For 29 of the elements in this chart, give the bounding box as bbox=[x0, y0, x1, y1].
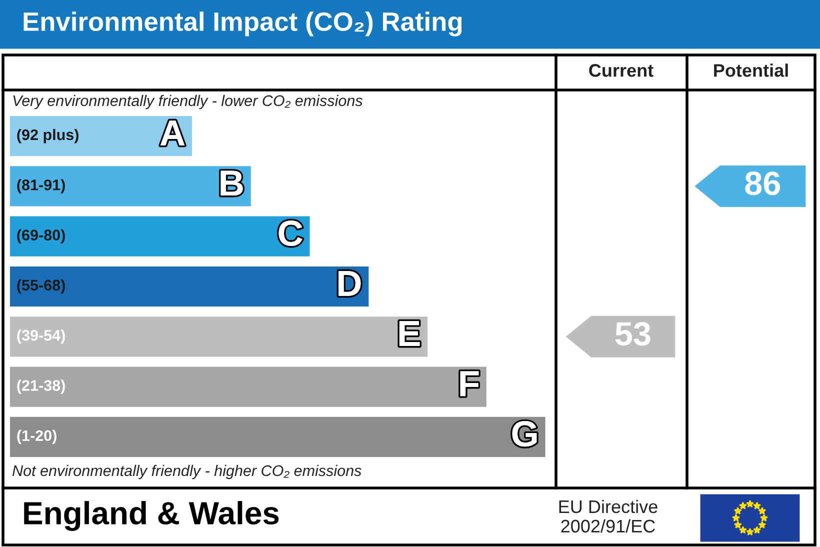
text: EU Directive 2002/91/EC bbox=[559, 500, 658, 533]
y-tick-label: (69-80) bbox=[17, 229, 65, 244]
text: Not environmentally friendly - higher CO₂ emissions bbox=[12, 464, 362, 480]
annotation: G bbox=[512, 421, 537, 447]
bar bbox=[10, 416, 546, 457]
bar bbox=[10, 266, 369, 307]
text: 86 bbox=[745, 172, 780, 196]
annotation: C bbox=[278, 220, 302, 246]
y-tick-label: (1-20) bbox=[17, 430, 56, 444]
annotation: F bbox=[460, 371, 479, 396]
text: England & Wales bbox=[24, 501, 279, 531]
annotation: E bbox=[399, 321, 420, 346]
y-tick-label: (21-38) bbox=[17, 380, 65, 394]
text: 53 bbox=[615, 322, 650, 346]
bar bbox=[10, 316, 428, 357]
bar bbox=[10, 216, 310, 256]
bar bbox=[10, 166, 251, 206]
text: Current bbox=[589, 64, 654, 77]
annotation: D bbox=[338, 270, 361, 296]
y-tick-label: (81-91) bbox=[17, 179, 65, 194]
y-tick-label: (55-68) bbox=[17, 279, 65, 294]
bar bbox=[10, 366, 486, 407]
annotation: A bbox=[160, 120, 185, 146]
chart-title: Environmental Impact (CO₂) Rating bbox=[24, 12, 462, 36]
text: Potential bbox=[714, 64, 788, 77]
text: Very environmentally friendly - lower CO₂ emissions bbox=[13, 94, 363, 110]
annotation: B bbox=[220, 170, 243, 196]
y-tick-label: (92 plus) bbox=[17, 128, 78, 144]
y-tick-label: (39-54) bbox=[17, 330, 65, 344]
